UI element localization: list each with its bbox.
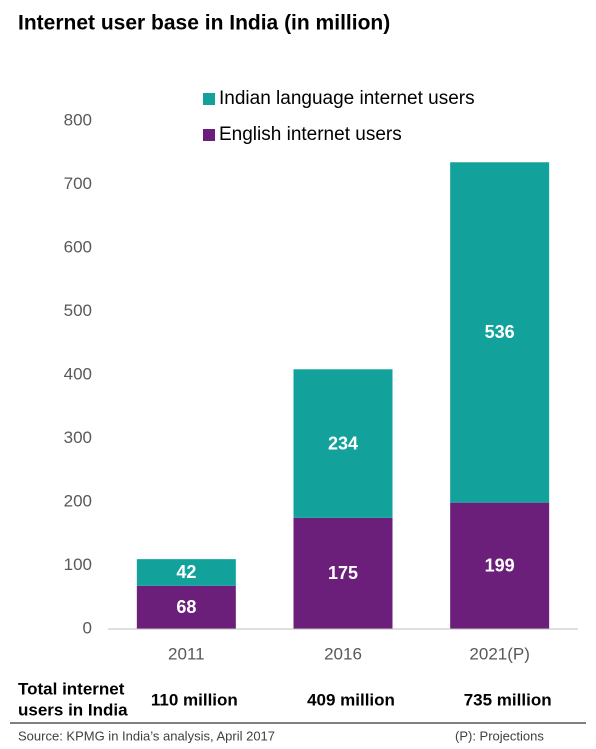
y-tick-label: 100 [64,555,92,574]
data-label: 175 [328,563,358,583]
legend-label: Indian language internet users [219,88,475,109]
bar-segment [136,559,236,586]
total-value: 735 million [464,690,552,709]
y-tick-label: 400 [64,364,92,383]
y-tick-label: 800 [64,110,92,129]
y-tick-label: 300 [64,428,92,447]
bar-segment [450,162,550,503]
y-tick-label: 600 [64,237,92,256]
y-tick-label: 500 [64,301,92,320]
bar-segment [293,369,393,518]
chart-title: Internet user base in India (in million) [18,12,390,35]
data-label: 68 [176,597,196,617]
x-tick-label: 2016 [324,644,362,663]
totals-label: Total internet [18,679,125,698]
data-label: 234 [328,433,358,453]
legend-swatch [203,93,215,105]
bar-segment [293,517,393,629]
y-tick-label: 700 [64,174,92,193]
x-tick-label: 2011 [168,644,205,663]
legend-swatch [203,129,215,141]
bar-segment [136,585,236,629]
note: (P): Projections [455,728,544,743]
source: Source: KPMG in India’s analysis, April … [18,728,275,743]
y-tick-label: 200 [64,491,92,510]
total-value: 110 million [151,690,238,709]
data-label: 199 [485,556,515,576]
totals-label: users in India [18,700,128,719]
data-label: 42 [176,562,196,582]
x-tick-label: 2021(P) [469,644,529,663]
total-value: 409 million [307,690,395,709]
bar-segment [450,502,550,629]
data-label: 536 [485,322,515,342]
legend-label: English internet users [219,124,402,145]
y-tick-label: 0 [83,618,92,637]
